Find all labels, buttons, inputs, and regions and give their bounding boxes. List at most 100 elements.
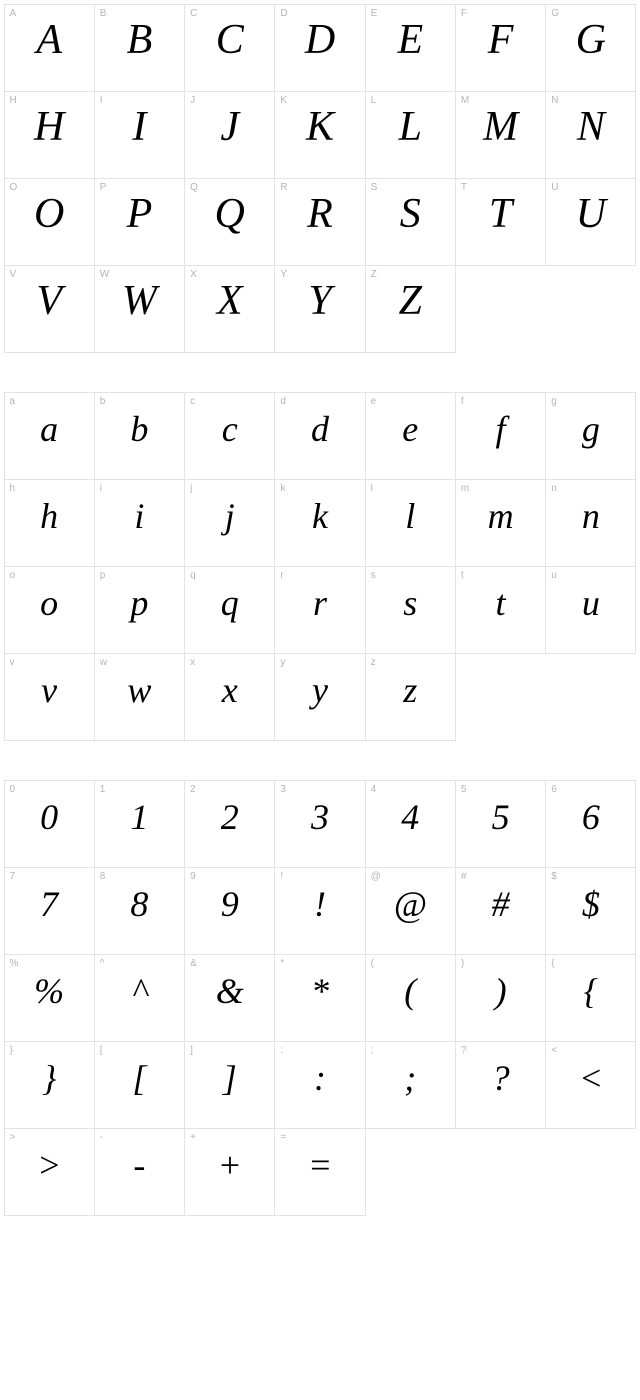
glyph-cell: aa	[4, 392, 95, 480]
cell-glyph: d	[275, 411, 364, 447]
cell-glyph: 1	[95, 799, 184, 835]
glyph-cell: ee	[365, 392, 456, 480]
glyph-cell: ii	[94, 479, 185, 567]
glyph-cell: ((	[365, 954, 456, 1042]
cell-label: !	[280, 872, 283, 882]
cell-label: Z	[371, 270, 377, 280]
cell-glyph: v	[5, 672, 94, 708]
cell-glyph: S	[366, 193, 455, 235]
cell-glyph: T	[456, 193, 545, 235]
cell-glyph: q	[185, 585, 274, 621]
cell-glyph: i	[95, 498, 184, 534]
cell-glyph: 4	[366, 799, 455, 835]
section-symbols: 00112233445566778899!!@@##$$%%^^&&**(())…	[4, 780, 636, 1215]
glyph-cell: !!	[274, 867, 365, 955]
cell-glyph: $	[546, 886, 635, 922]
cell-glyph: m	[456, 498, 545, 534]
cell-glyph: r	[275, 585, 364, 621]
cell-label: I	[100, 96, 103, 106]
cell-label: h	[10, 484, 16, 494]
cell-label: n	[551, 484, 557, 494]
glyph-cell: ^^	[94, 954, 185, 1042]
glyph-cell: YY	[274, 265, 365, 353]
cell-label: v	[10, 658, 15, 668]
glyph-cell: BB	[94, 4, 185, 92]
cell-glyph: 8	[95, 886, 184, 922]
cell-glyph: )	[456, 973, 545, 1009]
cell-label: T	[461, 183, 467, 193]
cell-label: l	[371, 484, 373, 494]
cell-label: b	[100, 397, 106, 407]
glyph-cell: pp	[94, 566, 185, 654]
glyph-cell: nn	[545, 479, 636, 567]
glyph-cell: vv	[4, 653, 95, 741]
cell-label: ;	[371, 1046, 374, 1056]
glyph-cell: [[	[94, 1041, 185, 1129]
glyph-cell: JJ	[184, 91, 275, 179]
cell-glyph: k	[275, 498, 364, 534]
cell-glyph: 0	[5, 799, 94, 835]
glyph-cell: EE	[365, 4, 456, 92]
cell-glyph: P	[95, 193, 184, 235]
cell-glyph: G	[546, 19, 635, 61]
cell-label: X	[190, 270, 197, 280]
cell-label: e	[371, 397, 377, 407]
cell-glyph: t	[456, 585, 545, 621]
cell-label: 4	[371, 785, 377, 795]
cell-label: O	[10, 183, 18, 193]
cell-glyph: X	[185, 280, 274, 322]
cell-label: <	[551, 1046, 557, 1056]
cell-label: 3	[280, 785, 286, 795]
cell-label: P	[100, 183, 107, 193]
cell-glyph: n	[546, 498, 635, 534]
cell-label: R	[280, 183, 287, 193]
glyph-cell: oo	[4, 566, 95, 654]
cell-glyph: e	[366, 411, 455, 447]
cell-glyph: %	[5, 973, 94, 1009]
glyph-cell: rr	[274, 566, 365, 654]
cell-glyph: O	[5, 193, 94, 235]
cell-label: B	[100, 9, 107, 19]
cell-label: y	[280, 658, 285, 668]
cell-label: J	[190, 96, 195, 106]
glyph-cell: uu	[545, 566, 636, 654]
glyph-cell: %%	[4, 954, 95, 1042]
cell-label: K	[280, 96, 287, 106]
cell-label: p	[100, 571, 106, 581]
cell-label: *	[280, 959, 284, 969]
cell-glyph: p	[95, 585, 184, 621]
cell-glyph: W	[95, 280, 184, 322]
cell-glyph: }	[5, 1060, 94, 1096]
cell-glyph: +	[185, 1147, 274, 1183]
section-uppercase: AABBCCDDEEFFGGHHIIJJKKLLMMNNOOPPQQRRSSTT…	[4, 4, 636, 352]
cell-glyph: Q	[185, 193, 274, 235]
glyph-cell: cc	[184, 392, 275, 480]
cell-label: m	[461, 484, 469, 494]
cell-glyph: j	[185, 498, 274, 534]
glyph-cell: $$	[545, 867, 636, 955]
cell-label: )	[461, 959, 464, 969]
cell-glyph: A	[5, 19, 94, 61]
cell-glyph: w	[95, 672, 184, 708]
cell-glyph: h	[5, 498, 94, 534]
glyph-cell: ZZ	[365, 265, 456, 353]
cell-label: C	[190, 9, 197, 19]
glyph-cell: 22	[184, 780, 275, 868]
glyph-cell: 00	[4, 780, 95, 868]
glyph-cell: 66	[545, 780, 636, 868]
cell-glyph: H	[5, 106, 94, 148]
cell-glyph: F	[456, 19, 545, 61]
cell-label: q	[190, 571, 196, 581]
cell-glyph: ?	[456, 1060, 545, 1096]
cell-label: d	[280, 397, 286, 407]
glyph-cell: ??	[455, 1041, 546, 1129]
glyph-cell: KK	[274, 91, 365, 179]
glyph-cell: --	[94, 1128, 185, 1216]
cell-label: W	[100, 270, 109, 280]
glyph-cell: &&	[184, 954, 275, 1042]
cell-glyph: *	[275, 973, 364, 1009]
glyph-cell: SS	[365, 178, 456, 266]
cell-glyph: [	[95, 1060, 184, 1096]
cell-label: %	[10, 959, 19, 969]
cell-label: 5	[461, 785, 467, 795]
